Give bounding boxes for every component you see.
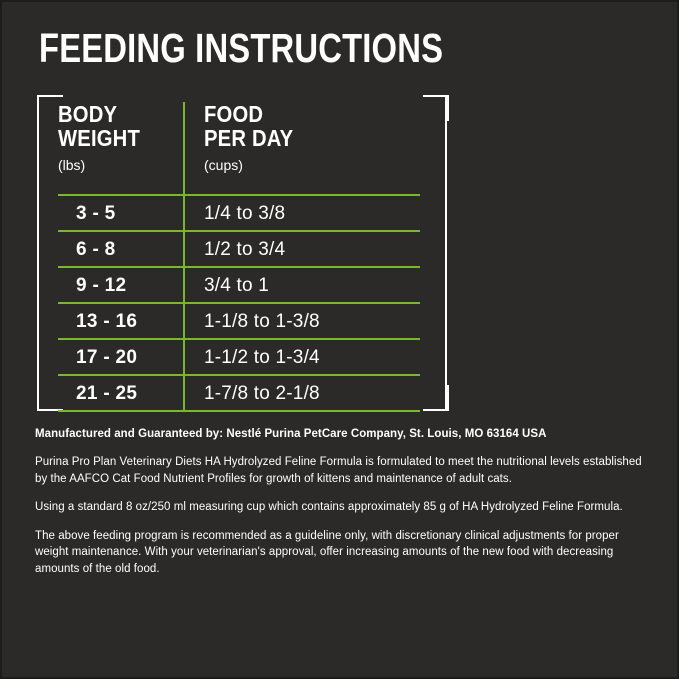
column-header-body-weight-title: BODY WEIGHT bbox=[58, 101, 141, 151]
bracket-corner-bottom-left bbox=[37, 385, 63, 411]
table-row: 21 - 25 bbox=[76, 383, 138, 404]
table-rule bbox=[58, 410, 420, 412]
table-row: 3/4 to 1 bbox=[204, 275, 269, 296]
bracket-left-stem bbox=[37, 95, 39, 411]
bracket-corner-bottom-right bbox=[423, 385, 449, 411]
footer-paragraph-measuring-cup: Using a standard 8 oz/250 ml measuring c… bbox=[35, 501, 623, 513]
table-rule bbox=[58, 374, 420, 376]
table-row: 6 - 8 bbox=[76, 239, 116, 260]
bracket-corner-top-left bbox=[37, 95, 63, 121]
column-header-food-per-day-unit: (cups) bbox=[204, 157, 243, 173]
table-row: 1-1/8 to 1-3/8 bbox=[204, 311, 320, 332]
table-row: 1-7/8 to 2-1/8 bbox=[204, 383, 320, 404]
table-rule bbox=[58, 338, 420, 340]
column-header-body-weight: BODY WEIGHT (lbs) bbox=[58, 102, 151, 174]
column-header-body-weight-unit: (lbs) bbox=[58, 157, 86, 173]
table-row: 17 - 20 bbox=[76, 347, 138, 368]
bracket-right-stem bbox=[445, 95, 447, 411]
table-rule bbox=[58, 230, 420, 232]
table-rule bbox=[58, 302, 420, 304]
table-row: 1-1/2 to 1-3/4 bbox=[204, 347, 320, 368]
table-rule bbox=[58, 194, 420, 196]
table-row: 1/4 to 3/8 bbox=[204, 203, 286, 224]
table-row: 9 - 12 bbox=[76, 275, 127, 296]
column-divider bbox=[183, 102, 185, 412]
column-header-food-per-day-title: FOOD PER DAY bbox=[204, 101, 294, 151]
table-row: 3 - 5 bbox=[76, 203, 116, 224]
footer-paragraph-guideline: The above feeding program is recommended… bbox=[35, 529, 619, 575]
footer-text-block: Manufactured and Guaranteed by: Nestlé P… bbox=[35, 426, 650, 577]
table-row: 1/2 to 3/4 bbox=[204, 239, 286, 260]
table-row: 13 - 16 bbox=[76, 311, 138, 332]
table-rule bbox=[58, 266, 420, 268]
manufacturer-line: Manufactured and Guaranteed by: Nestlé P… bbox=[35, 428, 547, 440]
page-title: FEEDING INSTRUCTIONS bbox=[39, 25, 444, 71]
footer-paragraph-aafco: Purina Pro Plan Veterinary Diets HA Hydr… bbox=[35, 456, 642, 485]
bracket-corner-top-right bbox=[423, 95, 449, 121]
column-header-food-per-day: FOOD PER DAY (cups) bbox=[204, 102, 306, 174]
